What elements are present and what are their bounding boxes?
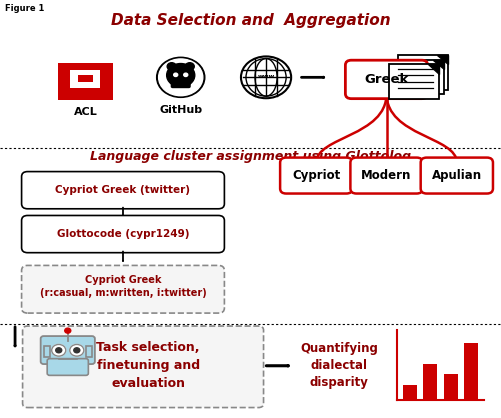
FancyBboxPatch shape (388, 64, 438, 99)
Circle shape (156, 57, 204, 97)
Circle shape (52, 344, 66, 356)
FancyBboxPatch shape (41, 336, 95, 364)
FancyBboxPatch shape (397, 55, 447, 90)
Polygon shape (436, 55, 447, 64)
FancyBboxPatch shape (86, 346, 92, 357)
Circle shape (74, 348, 80, 353)
Polygon shape (427, 64, 438, 74)
FancyBboxPatch shape (350, 158, 422, 194)
Text: Cypriot Greek
(r:casual, m:written, i:twitter): Cypriot Greek (r:casual, m:written, i:tw… (40, 275, 206, 298)
Circle shape (158, 59, 202, 96)
Text: www: www (257, 74, 274, 79)
Text: Greek: Greek (364, 73, 408, 86)
Circle shape (70, 344, 84, 356)
Text: Cypriot: Cypriot (292, 169, 340, 182)
Circle shape (65, 328, 71, 333)
FancyBboxPatch shape (22, 265, 224, 313)
FancyBboxPatch shape (170, 76, 190, 88)
Text: GitHub: GitHub (159, 105, 202, 115)
FancyBboxPatch shape (22, 216, 224, 252)
Circle shape (183, 73, 187, 76)
Circle shape (185, 63, 194, 70)
FancyBboxPatch shape (463, 343, 477, 400)
Text: Figure 1: Figure 1 (5, 4, 44, 13)
Text: Task selection,
finetuning and
evaluation: Task selection, finetuning and evaluatio… (96, 341, 199, 390)
FancyBboxPatch shape (420, 158, 492, 194)
Text: Apulian: Apulian (431, 169, 481, 182)
Text: ACL: ACL (73, 107, 97, 117)
Text: Modern: Modern (361, 169, 411, 182)
FancyBboxPatch shape (78, 75, 93, 82)
Text: Language cluster assignment using Glottolog: Language cluster assignment using Glotto… (90, 150, 411, 163)
FancyBboxPatch shape (22, 171, 224, 209)
FancyBboxPatch shape (44, 346, 50, 357)
Circle shape (167, 63, 176, 70)
Circle shape (56, 348, 62, 353)
FancyBboxPatch shape (402, 385, 416, 400)
Polygon shape (432, 60, 443, 69)
FancyBboxPatch shape (70, 70, 100, 88)
Text: Glottocode (cypr1249): Glottocode (cypr1249) (57, 229, 189, 239)
FancyBboxPatch shape (47, 359, 88, 375)
Text: Cypriot Greek (twitter): Cypriot Greek (twitter) (56, 185, 190, 195)
FancyBboxPatch shape (58, 63, 113, 100)
Circle shape (173, 73, 177, 76)
FancyBboxPatch shape (280, 158, 352, 194)
Text: Data Selection and  Aggregation: Data Selection and Aggregation (111, 13, 390, 28)
FancyBboxPatch shape (23, 326, 263, 408)
FancyBboxPatch shape (422, 364, 436, 400)
Circle shape (166, 64, 194, 87)
FancyBboxPatch shape (393, 60, 443, 94)
FancyBboxPatch shape (443, 374, 457, 400)
Text: Quantifying
dialectal
disparity: Quantifying dialectal disparity (299, 342, 377, 389)
FancyBboxPatch shape (345, 60, 427, 99)
